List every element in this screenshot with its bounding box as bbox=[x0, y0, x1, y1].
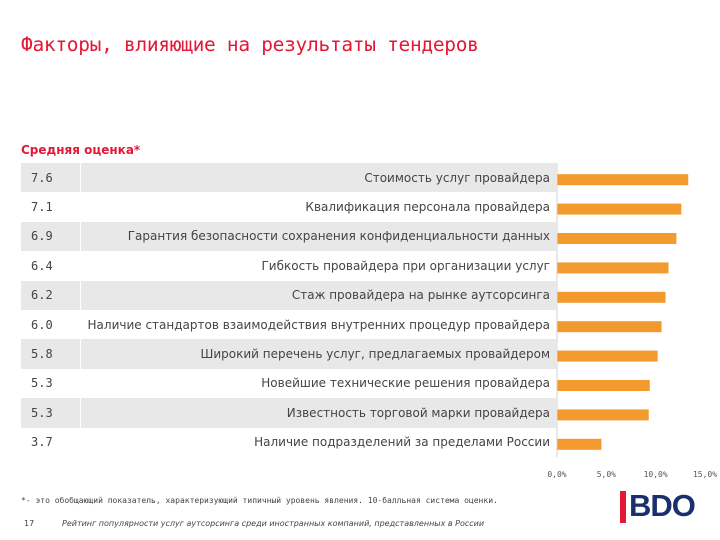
bar bbox=[557, 233, 677, 244]
bar bbox=[557, 438, 602, 450]
factor-label: Широкий перечень услуг, предлагаемых про… bbox=[200, 347, 550, 362]
table-row: 5.3 Новейшие технические решения провайде… bbox=[21, 368, 556, 399]
factor-label: Стоимость услуг провайдера bbox=[364, 170, 550, 185]
factor-label: Наличие подразделений за пределами Росси… bbox=[254, 435, 550, 450]
bar bbox=[557, 409, 649, 421]
score-value: 3.7 bbox=[31, 435, 53, 450]
x-tick-label: 5,0% bbox=[597, 470, 616, 479]
logo-text: BDO bbox=[629, 488, 696, 523]
table-row: 6.2 Стаж провайдера на рынке аутсорсинга bbox=[21, 280, 556, 310]
table-row: 7.6 Стоимость услуг провайдера bbox=[21, 163, 556, 193]
x-tick-label: 15,0% bbox=[693, 470, 717, 479]
bar bbox=[557, 350, 658, 362]
score-value: 6.9 bbox=[31, 229, 53, 244]
factor-label: Известность торговой марки провайдера bbox=[286, 405, 550, 420]
score-value: 6.0 bbox=[31, 317, 53, 332]
table-row: 3.7 Наличие подразделений за пределами Ро… bbox=[21, 427, 556, 457]
table-row: 6.9 Гарантия безопасности сохранения конф… bbox=[21, 221, 556, 252]
factor-label: Наличие стандартов взаимодействия внутре… bbox=[87, 317, 550, 332]
footnote: *- это обобщающий показатель, характериз… bbox=[21, 496, 498, 505]
bar bbox=[557, 174, 689, 186]
bar bbox=[557, 380, 650, 391]
factor-label: Гибкость провайдера при организации услу… bbox=[261, 258, 550, 273]
score-value: 5.8 bbox=[31, 347, 53, 362]
bar bbox=[557, 291, 666, 303]
x-tick-label: 10,0% bbox=[644, 470, 668, 479]
score-value: 6.2 bbox=[31, 288, 53, 303]
page-number: 17 bbox=[24, 519, 35, 528]
score-value: 6.4 bbox=[31, 258, 53, 273]
report-title: Рейтинг популярности услуг аутсорсинга с… bbox=[62, 519, 485, 528]
factor-label: Квалификация персонала провайдера bbox=[305, 200, 550, 215]
x-tick-label: 0,0% bbox=[547, 470, 566, 479]
bdo-logo: BDO bbox=[620, 488, 708, 526]
column-divider bbox=[80, 163, 81, 457]
logo-bar bbox=[620, 491, 626, 523]
page-title: Факторы, влияющие на результаты тендеров bbox=[21, 33, 479, 56]
chart-subtitle: Средняя оценка* bbox=[21, 143, 141, 157]
table-row: 6.4 Гибкость провайдера при организации у… bbox=[21, 251, 556, 281]
bar bbox=[557, 321, 662, 333]
factors-table: 7.6 Стоимость услуг провайдера 7.1 Квалифик… bbox=[21, 163, 556, 457]
table-row: 5.3 Известность торговой марки провайдера bbox=[21, 398, 556, 428]
factor-label: Гарантия безопасности сохранения конфиде… bbox=[127, 229, 550, 244]
table-row: 7.1 Квалификация персонала провайдера bbox=[21, 192, 556, 222]
bar bbox=[557, 262, 669, 274]
bar bbox=[557, 203, 682, 215]
score-value: 7.1 bbox=[31, 200, 53, 215]
factor-label: Новейшие технические решения провайдера bbox=[261, 376, 550, 391]
table-row: 5.8 Широкий перечень услуг, предлагаемых … bbox=[21, 339, 556, 369]
score-value: 5.3 bbox=[31, 376, 53, 391]
score-value: 5.3 bbox=[31, 405, 53, 420]
score-value: 7.6 bbox=[31, 170, 53, 185]
table-row: 6.0 Наличие стандартов взаимодействия вну… bbox=[21, 309, 556, 340]
factor-label: Стаж провайдера на рынке аутсорсинга bbox=[291, 288, 550, 303]
